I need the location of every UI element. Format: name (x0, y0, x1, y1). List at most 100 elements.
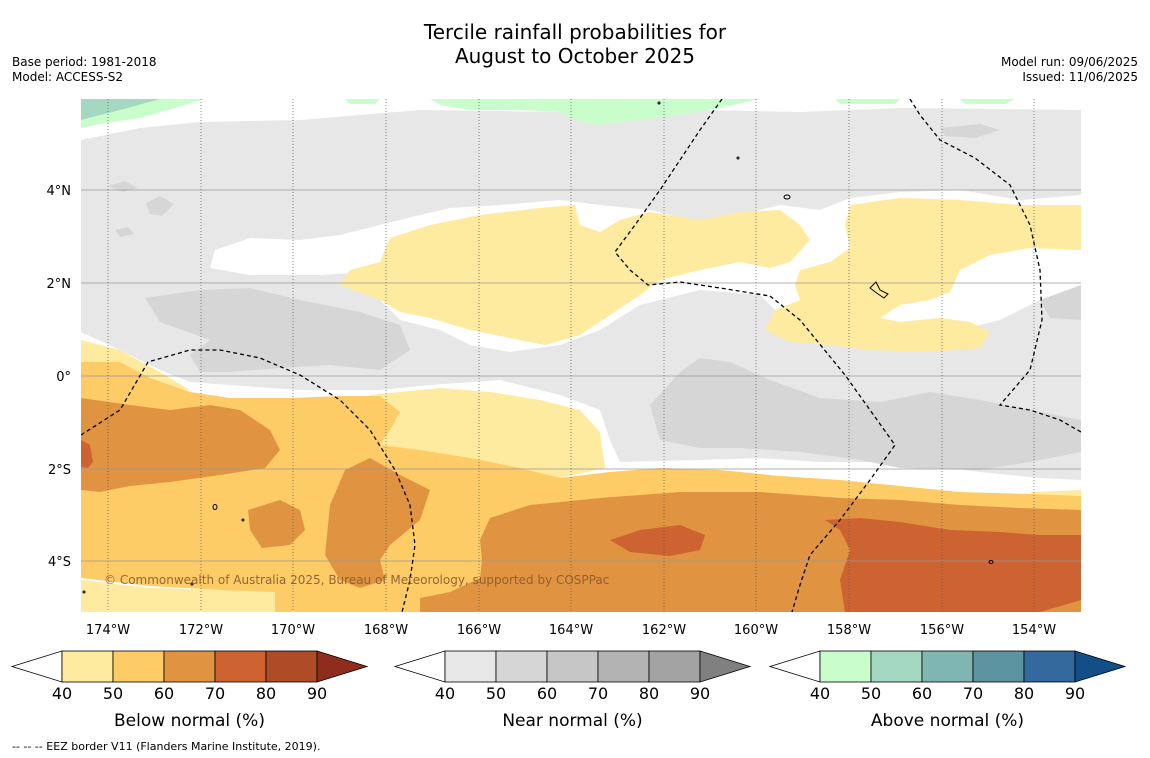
lon-label-172w: 172°W (179, 623, 223, 638)
legend-below-label: Below normal (%) (114, 711, 265, 731)
legend-near: 40 50 60 70 80 90 Near normal (%) (393, 650, 752, 731)
island-small-2 (212, 504, 218, 510)
legend-above-swatch-3 (921, 650, 974, 683)
near-normal-50-60-patch-ne (1040, 285, 1081, 320)
legend-below-swatch-2 (112, 650, 165, 683)
legend-below-over-triangle (316, 650, 369, 683)
above-normal-40-50-region-north (430, 99, 760, 125)
lon-label-170w: 170°W (271, 623, 315, 638)
legend-above-swatch-4 (972, 650, 1025, 683)
above-normal-50-60-region-nw (81, 99, 160, 120)
base-period-text: Base period: 1981-2018 (12, 55, 157, 69)
model-run-text: Model run: 09/06/2025 (1000, 55, 1138, 69)
eez-border-line-islands (909, 99, 1081, 433)
eez-border-samoa (81, 349, 416, 612)
legend-above-tick-80: 80 (1014, 684, 1034, 703)
legend-below-tick-60: 60 (154, 684, 174, 703)
legend-above-tick-70: 70 (963, 684, 983, 703)
lon-label-154w: 154°W (1012, 623, 1056, 638)
legend-below-under-triangle (10, 650, 63, 683)
island-small-5 (736, 156, 740, 160)
legend-below-tick-50: 50 (103, 684, 123, 703)
legend-above: 40 50 60 70 80 90 Above normal (%) (768, 650, 1127, 731)
legend-near-swatch-5 (648, 650, 701, 683)
below-normal-40-50-region-central (340, 205, 810, 345)
near-normal-50-60-patch-west (145, 288, 410, 372)
below-normal-40-50-region-sw (81, 580, 275, 612)
legend-below-tick-40: 40 (52, 684, 72, 703)
lon-label-156w: 156°W (920, 623, 964, 638)
legend-below-swatch-5 (265, 650, 318, 683)
lat-label-2s: 2°S (48, 463, 71, 478)
near-normal-50-60-patch-small-3 (146, 196, 174, 216)
lat-axis-labels: 4°N 2°N 0° 2°S 4°S (47, 184, 72, 570)
lon-label-162w: 162°W (642, 623, 686, 638)
legend-above-label: Above normal (%) (871, 711, 1024, 731)
legend-above-over-triangle (1074, 650, 1127, 683)
lat-label-2n: 2°N (47, 277, 72, 292)
island-kiritimati (869, 281, 889, 299)
rainfall-map-figure: © Commonwealth of Australia 2025, Bureau… (10, 99, 1127, 731)
title-line-1: Tercile rainfall probabilities for (423, 20, 727, 44)
island-small-3 (988, 560, 994, 564)
legend-above-swatch-2 (870, 650, 923, 683)
lat-label-4s: 4°S (48, 555, 71, 570)
lon-axis-labels: 174°W 172°W 170°W 168°W 166°W 164°W 162°… (86, 623, 1056, 638)
legend-above-tick-50: 50 (861, 684, 881, 703)
legend-above-tick-60: 60 (912, 684, 932, 703)
below-normal-60-70-region-small-sw (248, 500, 305, 548)
island-small-7 (190, 582, 194, 586)
lon-label-158w: 158°W (827, 623, 871, 638)
model-name-text: Model: ACCESS-S2 (12, 70, 124, 84)
title-line-2: August to October 2025 (454, 44, 696, 68)
chart-title: Tercile rainfall probabilities for Augus… (0, 20, 1150, 68)
below-normal-70-80-region-se (825, 518, 1081, 612)
legend-near-swatch-4 (597, 650, 650, 683)
near-normal-40-50-region-north (81, 108, 1081, 480)
lon-label-164w: 164°W (549, 623, 593, 638)
legend-below-tick-80: 80 (256, 684, 276, 703)
eez-border-tokelau (614, 99, 771, 297)
legend-below-swatch-3 (163, 650, 216, 683)
above-normal-40-50-region-ne (835, 99, 900, 104)
near-normal-50-60-patch-small-2 (108, 181, 138, 192)
island-small-8 (82, 590, 86, 594)
island-small-6 (241, 518, 245, 522)
island-small-1 (783, 194, 791, 200)
legend-near-swatch-1 (444, 650, 497, 683)
near-normal-50-60-patch-east (650, 358, 1081, 470)
model-info: Base period: 1981-2018 Model: ACCESS-S2 (12, 55, 157, 85)
legend-near-under-triangle (393, 650, 446, 683)
lat-label-4n: 4°N (47, 184, 72, 199)
legend-near-tick-50: 50 (486, 684, 506, 703)
below-normal-40-50-region-east (765, 198, 1081, 352)
eez-borders (81, 99, 1081, 612)
legend-below-tick-90: 90 (307, 684, 327, 703)
legend-below-swatch-1 (61, 650, 114, 683)
below-normal-60-70-region-sw (81, 398, 280, 492)
lon-label-160w: 160°W (734, 623, 778, 638)
legend-near-tick-60: 60 (537, 684, 557, 703)
legend-near-over-triangle (699, 650, 752, 683)
legend-below-tick-70: 70 (205, 684, 225, 703)
legends: 40 50 60 70 80 90 Below normal (%) 40 50 60 70 80 90… (10, 650, 1127, 731)
below-normal-60-70-region-central-west (325, 458, 430, 588)
islands (82, 101, 994, 594)
legend-below: 40 50 60 70 80 90 Below normal (%) (10, 650, 369, 731)
lat-grid-lines (81, 189, 1081, 562)
copyright-text: © Commonwealth of Australia 2025, Bureau… (104, 573, 609, 587)
legend-near-label: Near normal (%) (502, 711, 642, 731)
legend-above-under-triangle (768, 650, 821, 683)
eez-footnote: -- -- -- EEZ border V11 (Flanders Marine… (12, 740, 321, 753)
run-info: Model run: 09/06/2025 Issued: 11/06/2025 (1001, 55, 1138, 85)
issued-date-text: Issued: 11/06/2025 (1022, 70, 1138, 84)
legend-below-swatch-4 (214, 650, 267, 683)
below-normal-70-80-region-west-edge (81, 440, 93, 468)
island-small-4 (657, 101, 661, 105)
lon-label-168w: 168°W (364, 623, 408, 638)
legend-near-tick-70: 70 (588, 684, 608, 703)
lon-label-174w: 174°W (86, 623, 130, 638)
legend-near-swatch-3 (546, 650, 599, 683)
lon-label-166w: 166°W (457, 623, 501, 638)
